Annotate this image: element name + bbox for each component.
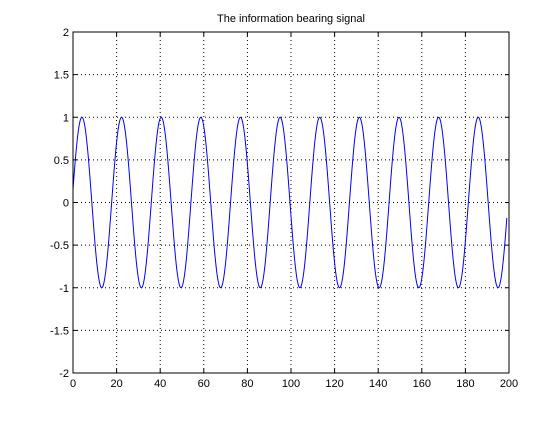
x-tick-label: 100 [282, 378, 300, 390]
x-tick-label: 180 [456, 378, 474, 390]
x-tick-label: 140 [369, 378, 387, 390]
x-tick-label: 0 [70, 378, 76, 390]
y-tick-label: 1 [63, 112, 69, 124]
x-tick-label: 40 [154, 378, 166, 390]
ticks [72, 31, 510, 374]
chart-title: The information bearing signal [217, 13, 365, 25]
grid [73, 32, 509, 373]
y-tick-label: -2 [59, 368, 69, 380]
x-tick-label: 80 [241, 378, 253, 390]
y-tick-label: 2 [63, 27, 69, 39]
x-tick-label: 60 [198, 378, 210, 390]
y-tick-label: -0.5 [50, 240, 69, 252]
y-tick-label: 0 [63, 198, 69, 210]
x-tick-label: 120 [325, 378, 343, 390]
y-tick-label: 0.5 [54, 155, 69, 167]
y-tick-label: -1.5 [50, 325, 69, 337]
x-tick-label: 160 [413, 378, 431, 390]
y-tick-label: 1.5 [54, 70, 69, 82]
y-tick-label: -1 [59, 283, 69, 295]
x-tick-label: 200 [500, 378, 518, 390]
series-layer [72, 116, 508, 289]
x-tick-label: 20 [110, 378, 122, 390]
tick-labels: 0 20 40 60 80 100 120 140 160 180 200-2-1.5-1-0.50… [50, 27, 518, 390]
series-line-0 [72, 116, 508, 289]
plot-area [73, 32, 509, 373]
